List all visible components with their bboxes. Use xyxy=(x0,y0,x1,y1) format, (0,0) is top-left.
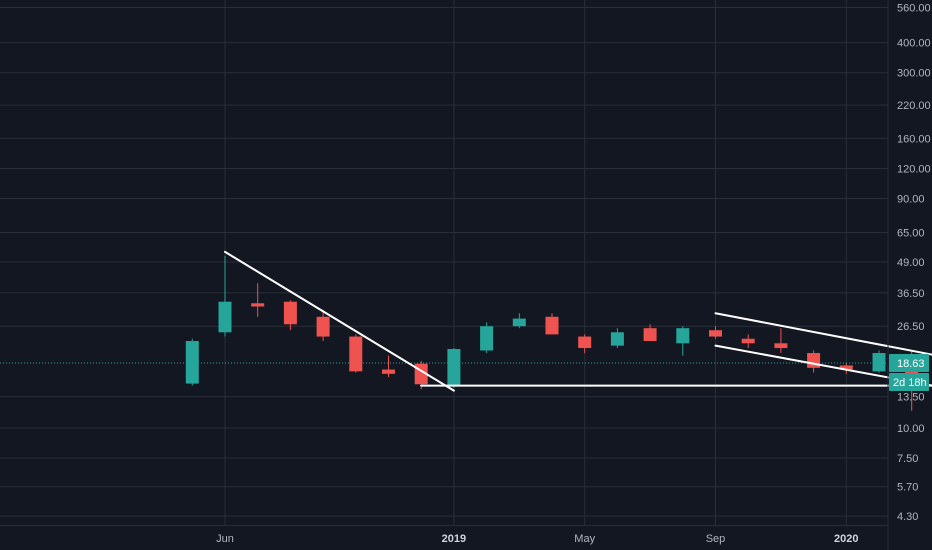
time-tick-label: 2019 xyxy=(442,533,466,545)
candle[interactable] xyxy=(839,363,853,374)
candle-body xyxy=(512,318,526,327)
price-tick-label: 400.00 xyxy=(897,38,931,50)
candle[interactable] xyxy=(349,334,363,373)
countdown-badge xyxy=(889,373,929,392)
price-tick-label: 5.70 xyxy=(897,482,918,494)
candle[interactable] xyxy=(676,326,690,356)
time-tick-label: May xyxy=(574,533,595,545)
candle[interactable] xyxy=(610,328,624,349)
grid-lines xyxy=(0,0,888,525)
candle-body xyxy=(741,338,755,344)
candle-body xyxy=(283,301,297,325)
candle-body xyxy=(545,316,559,335)
candle[interactable] xyxy=(545,313,559,335)
countdown-label: 2d 18h xyxy=(893,377,927,389)
candle-body xyxy=(316,316,330,337)
price-tick-label: 49.00 xyxy=(897,257,925,269)
candle-body xyxy=(839,365,853,370)
trendline[interactable] xyxy=(714,312,932,375)
price-badges: 18.63 2d 18h xyxy=(889,354,929,392)
price-axis[interactable]: 560.00 400.00 300.00 220.00 160.00 120.00 90.0… xyxy=(897,3,931,524)
time-axis[interactable]: Jun2019MaySep2020MaySep2021MaySep xyxy=(216,533,932,545)
last-price-badge xyxy=(889,354,929,373)
candle[interactable] xyxy=(512,313,526,329)
price-tick-label: 300.00 xyxy=(897,68,931,80)
candle-body xyxy=(447,349,461,386)
candle-body xyxy=(610,332,624,346)
candle-body xyxy=(218,301,232,333)
candle-body xyxy=(480,326,494,351)
candle-body xyxy=(251,303,265,307)
price-tick-label: 13.50 xyxy=(897,392,925,404)
trendline[interactable] xyxy=(224,250,455,392)
price-tick-label: 36.50 xyxy=(897,288,925,300)
price-tick-label: 65.00 xyxy=(897,227,925,239)
candle-body xyxy=(185,341,199,384)
candle-body xyxy=(349,336,363,372)
candle[interactable] xyxy=(251,283,265,317)
price-tick-label: 220.00 xyxy=(897,100,931,112)
candle[interactable] xyxy=(283,300,297,331)
candle[interactable] xyxy=(741,334,755,349)
price-tick-label: 10.00 xyxy=(897,423,925,435)
price-tick-label: 160.00 xyxy=(897,133,931,145)
candle[interactable] xyxy=(709,326,722,339)
last-price-label: 18.63 xyxy=(897,358,925,370)
candle[interactable] xyxy=(316,309,330,342)
candle-body xyxy=(807,353,821,368)
price-tick-label: 4.30 xyxy=(897,511,918,523)
candle-body xyxy=(709,330,722,337)
candle-body xyxy=(872,353,886,372)
candles[interactable] xyxy=(185,255,932,411)
time-tick-label: Sep xyxy=(706,533,726,545)
price-tick-label: 7.50 xyxy=(897,453,918,465)
candle-body xyxy=(382,369,395,374)
candle[interactable] xyxy=(872,350,886,373)
price-tick-label: 90.00 xyxy=(897,193,925,205)
candle[interactable] xyxy=(447,348,461,388)
candle-body xyxy=(578,336,592,349)
candle[interactable] xyxy=(382,355,395,377)
candle[interactable] xyxy=(578,334,592,354)
candle[interactable] xyxy=(218,255,232,337)
price-tick-label: 26.50 xyxy=(897,321,925,333)
time-tick-label: 2020 xyxy=(834,533,858,545)
price-tick-label: 560.00 xyxy=(897,3,931,15)
candle[interactable] xyxy=(185,338,199,386)
candle[interactable] xyxy=(774,328,788,354)
price-tick-label: 120.00 xyxy=(897,163,931,175)
candle-body xyxy=(676,328,690,344)
candle-body xyxy=(774,343,788,349)
candle[interactable] xyxy=(480,322,494,354)
candle[interactable] xyxy=(643,324,657,342)
time-tick-label: Jun xyxy=(216,533,234,545)
candle-body xyxy=(643,328,657,342)
